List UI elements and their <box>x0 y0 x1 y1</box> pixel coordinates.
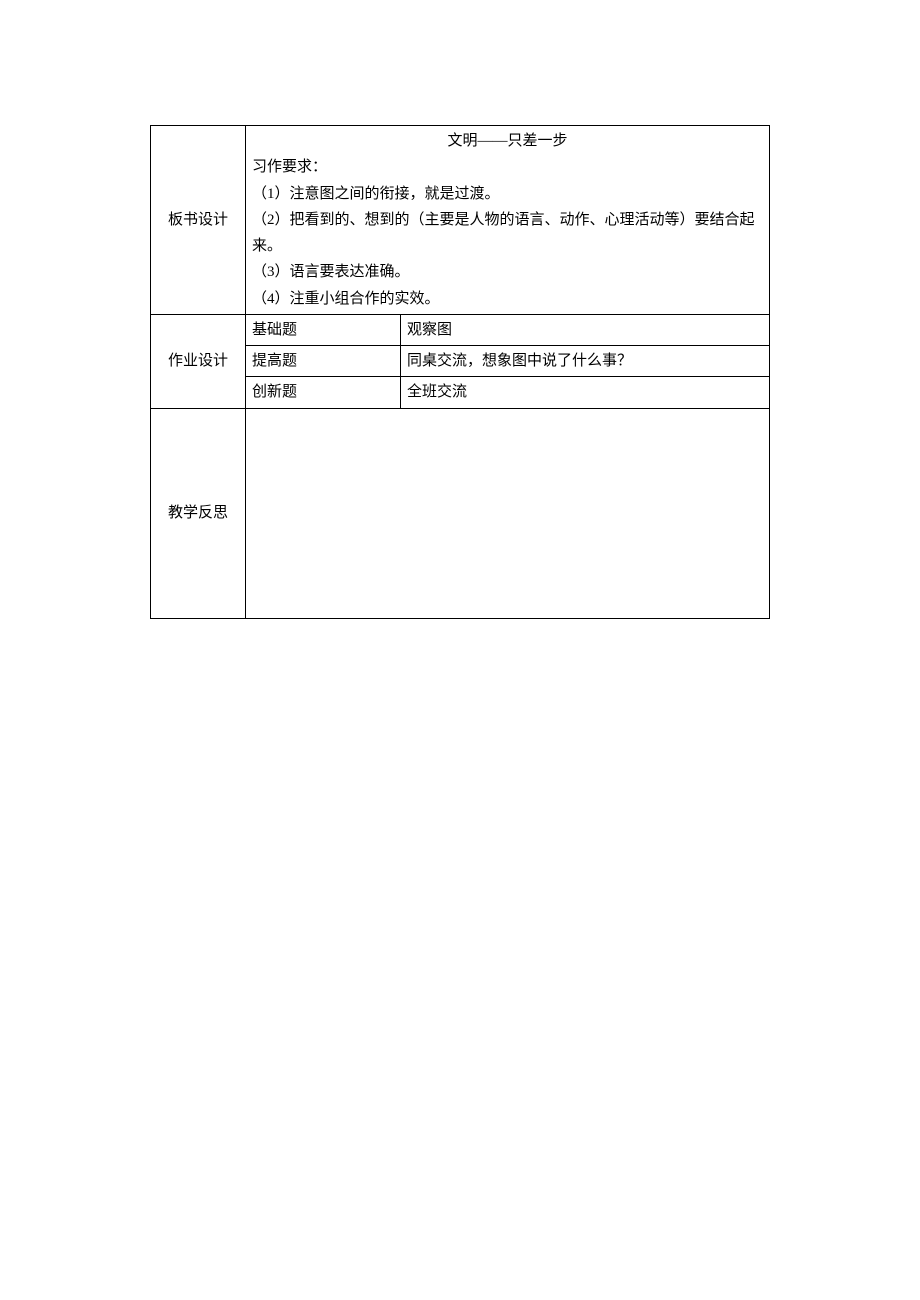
teaching-reflection-label: 教学反思 <box>151 408 246 618</box>
homework-basic-label: 基础题 <box>246 314 401 345</box>
requirements-heading: 习作要求： <box>252 154 763 180</box>
requirement-4: （4）注重小组合作的实效。 <box>252 286 763 312</box>
board-design-label: 板书设计 <box>151 126 246 315</box>
homework-creative-content: 全班交流 <box>401 377 770 408</box>
requirement-2: （2）把看到的、想到的（主要是人物的语言、动作、心理活动等）要结合起来。 <box>252 207 763 260</box>
homework-improve-label: 提高题 <box>246 346 401 377</box>
lesson-plan-table: 板书设计 文明——只差一步 习作要求： （1）注意图之间的衔接，就是过渡。 （2… <box>150 125 770 619</box>
requirement-3: （3）语言要表达准确。 <box>252 259 763 285</box>
requirement-1: （1）注意图之间的衔接，就是过渡。 <box>252 181 763 207</box>
teaching-reflection-content <box>246 408 770 618</box>
board-design-content: 文明——只差一步 习作要求： （1）注意图之间的衔接，就是过渡。 （2）把看到的… <box>246 126 770 315</box>
homework-design-label: 作业设计 <box>151 314 246 408</box>
homework-basic-content: 观察图 <box>401 314 770 345</box>
homework-improve-content: 同桌交流，想象图中说了什么事？ <box>401 346 770 377</box>
board-design-title: 文明——只差一步 <box>252 128 763 154</box>
homework-creative-label: 创新题 <box>246 377 401 408</box>
